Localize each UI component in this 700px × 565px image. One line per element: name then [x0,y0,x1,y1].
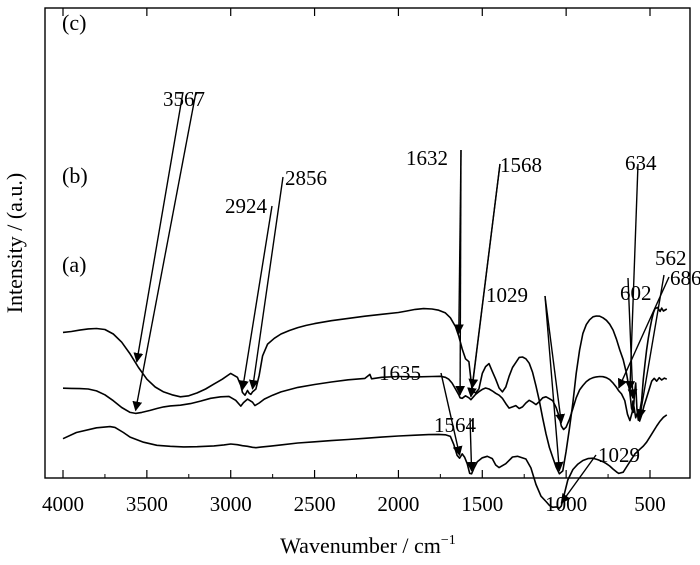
peak-arrow [248,176,284,390]
peak-label: 1564 [434,413,477,437]
x-tick-label: 500 [634,492,666,516]
x-axis-title: Wavenumber / cm−1 [280,533,456,558]
x-tick-label: 3500 [126,492,168,516]
y-axis-title: Intensity / (a.u.) [2,173,27,314]
peak-arrow [560,454,597,504]
peak-label: 1029 [598,443,640,467]
panel-label: (c) [62,10,86,35]
x-tick-label: 1500 [461,492,503,516]
peak-arrow [466,417,477,472]
peak-label: 1635 [379,361,421,385]
x-axis-ticks: 4000 3500 3000 2500 2000 1500 1000 500 [42,8,666,516]
plot-frame [44,7,691,479]
panel-label: (a) [62,252,86,277]
peak-label: 562 [655,246,687,270]
panel-label: (b) [62,163,88,188]
peak-label: 686 [670,266,700,290]
peak-arrow [467,163,501,398]
spectrum-line-b [62,373,668,431]
peak-label: 634 [625,151,657,175]
peak-arrow [544,295,564,472]
peak-arrow [133,91,184,363]
peak-arrow [636,274,665,420]
panel-labels: (a) (b) (c) [62,10,88,277]
x-tick-label: 3000 [210,492,252,516]
peak-arrow [132,91,197,412]
x-tick-label: 2000 [377,492,419,516]
peak-arrow [440,372,463,457]
x-tick-label: 2500 [294,492,336,516]
x-tick-label: 4000 [42,492,84,516]
spectrum-line-c [62,306,668,475]
spectra [62,306,668,509]
peak-arrow [544,295,566,424]
peak-label: 1632 [406,146,448,170]
peak-label: 2924 [225,194,268,218]
peak-arrow [239,205,273,391]
peak-label: 3567 [163,87,205,111]
peak-label: 1568 [500,153,542,177]
peak-arrow [627,277,638,400]
spectrum-line-a [62,414,668,509]
peak-arrow [455,149,466,396]
peak-label: 602 [620,281,652,305]
peak-label: 1029 [486,283,528,307]
peak-label: 2856 [285,166,327,190]
